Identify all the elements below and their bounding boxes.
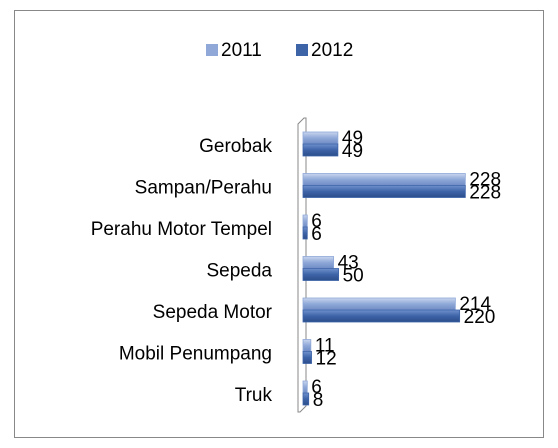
bar: [302, 185, 466, 198]
legend-swatch: [206, 44, 218, 56]
value-label: 50: [343, 266, 364, 287]
value-label: 6: [311, 211, 322, 232]
legend-label: 2012: [311, 40, 353, 61]
y-tick-label: Mobil Penumpang: [119, 344, 272, 365]
value-label: 214: [459, 294, 491, 315]
value-label: 8: [313, 390, 324, 411]
legend-label: 2011: [221, 40, 262, 61]
y-tick-label: Sepeda: [206, 261, 272, 282]
value-label: 228: [469, 170, 501, 191]
value-label: 11: [315, 336, 335, 357]
y-tick-label: Sampan/Perahu: [135, 178, 272, 199]
y-tick-label: Truk: [235, 385, 273, 406]
bar: [302, 214, 308, 228]
value-label: 49: [342, 141, 363, 162]
y-tick-label: Perahu Motor Tempel: [91, 219, 272, 240]
bar: [302, 392, 310, 406]
value-label: 6: [311, 224, 322, 245]
bar: [302, 143, 339, 157]
value-label: 12: [316, 349, 337, 370]
value-label: 43: [338, 253, 359, 274]
bar: [302, 309, 461, 323]
legend-swatch: [296, 44, 308, 56]
value-label: 49: [342, 128, 363, 149]
bar: [302, 297, 456, 311]
bar: [302, 380, 308, 394]
bar: [302, 339, 312, 352]
bar: [302, 173, 466, 186]
bar: [302, 268, 339, 281]
chart-border: [14, 10, 544, 438]
bar: [302, 351, 312, 364]
y-tick-label: Gerobak: [199, 136, 272, 157]
value-label: 6: [311, 377, 322, 398]
y-tick-label: Sepeda Motor: [153, 302, 273, 323]
bar: [302, 131, 339, 145]
bar: [302, 226, 308, 240]
value-label: 228: [469, 183, 501, 204]
value-label: 220: [464, 307, 496, 328]
bar: [302, 256, 335, 269]
